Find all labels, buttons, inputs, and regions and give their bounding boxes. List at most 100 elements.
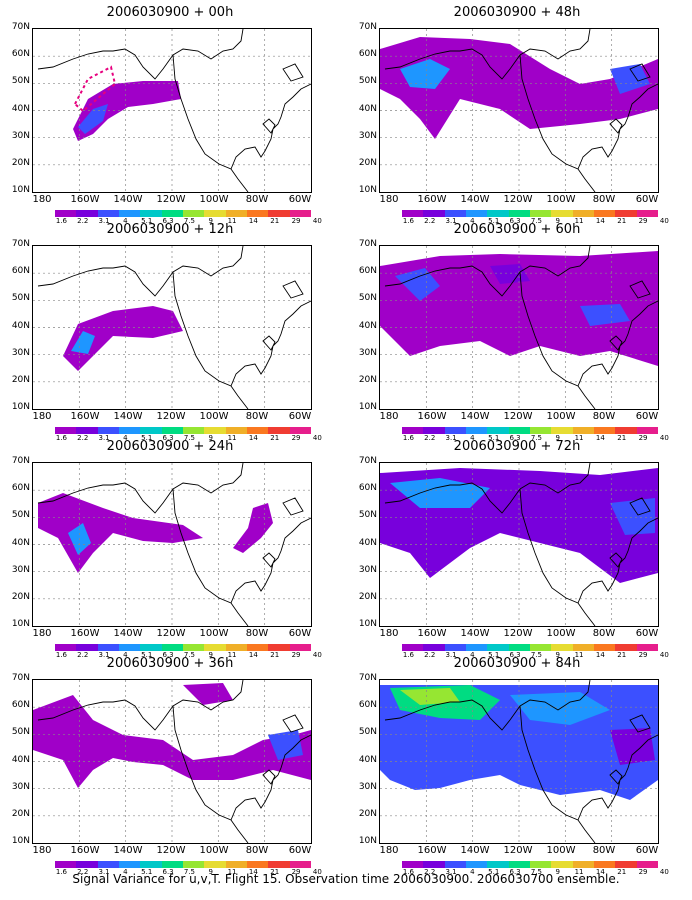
latitude-label: 60N: [11, 483, 30, 494]
longitude-label: 100W: [546, 845, 576, 856]
latitude-label: 30N: [11, 781, 30, 792]
colorbar-label: 29: [638, 651, 648, 659]
colorbar-label: 9: [208, 868, 213, 876]
colorbar-swatch: [615, 644, 637, 651]
latitude-label: 70N: [11, 456, 30, 466]
colorbar-swatch: [182, 644, 205, 651]
longitude-label: 100W: [199, 411, 229, 422]
colorbar: [55, 210, 311, 217]
colorbar-swatch: [444, 644, 466, 651]
map-panel: 2006030900 + 36h 70N 60N 50N 40N 30N 20N 10N 180…: [0, 656, 340, 876]
map-area: [379, 462, 659, 627]
latitude-label: 20N: [358, 591, 377, 602]
longitude-label: 160W: [417, 194, 447, 205]
latitude-label: 50N: [11, 76, 30, 87]
colorbar-swatch: [289, 210, 311, 217]
latitude-label: 30N: [358, 564, 377, 575]
colorbar-label: 2.2: [424, 868, 436, 876]
colorbar-swatch: [551, 210, 573, 217]
longitude-label: 180: [32, 194, 52, 205]
colorbar: [402, 861, 658, 868]
colorbar-label: 40: [312, 651, 322, 659]
latitude-label: 30N: [11, 564, 30, 575]
colorbar-label: 6.3: [509, 434, 521, 442]
variance-contour: [610, 498, 655, 535]
colorbar-label: 1.6: [402, 651, 414, 659]
longitude-label: 100W: [546, 628, 576, 639]
latitude-label: 50N: [11, 510, 30, 521]
colorbar-label: 9: [555, 217, 560, 225]
variance-contour: [183, 683, 233, 705]
colorbar-label: 21: [270, 651, 280, 659]
coastline: [37, 680, 311, 843]
colorbar-swatch: [572, 861, 594, 868]
latitude-label: 50N: [11, 293, 30, 304]
longitude-label: 180: [379, 845, 399, 856]
colorbar-label: 29: [291, 217, 301, 225]
longitude-label: 140W: [460, 845, 490, 856]
colorbar-swatch: [423, 861, 445, 868]
map-area: [379, 28, 659, 193]
variance-contour: [610, 728, 655, 765]
panel-title: 2006030900 + 48h: [453, 5, 581, 20]
colorbar-swatch: [465, 427, 488, 434]
colorbar-label: 5.1: [488, 434, 500, 442]
colorbar-label: 7.5: [183, 217, 195, 225]
latitude-label: 60N: [358, 483, 377, 494]
latitude-label: 70N: [11, 22, 30, 32]
longitude-label: 60W: [635, 194, 659, 205]
map-panel: 2006030900 + 60h 70N 60N 50N 40N 30N 20N 10N 180…: [347, 222, 687, 442]
latitude-label: 10N: [11, 619, 30, 629]
longitude-label: 100W: [199, 628, 229, 639]
longitude-label: 100W: [546, 194, 576, 205]
longitude-label: 160W: [417, 628, 447, 639]
colorbar-swatch: [140, 644, 162, 651]
colorbar-swatch: [268, 861, 290, 868]
colorbar-label: 21: [617, 217, 627, 225]
map-area: [32, 245, 312, 410]
latitude-label: 70N: [358, 456, 377, 466]
panel-title: 2006030900 + 36h: [106, 656, 234, 671]
variance-contour: [390, 478, 490, 508]
colorbar-label: 11: [227, 868, 237, 876]
colorbar-label: 2.2: [77, 217, 89, 225]
colorbar-swatch: [118, 210, 141, 217]
colorbar-swatch: [97, 210, 119, 217]
longitude-label: 120W: [503, 845, 533, 856]
latitude-label: 30N: [11, 347, 30, 358]
colorbar-label: 5.1: [141, 434, 153, 442]
latitude-label: 40N: [11, 537, 30, 548]
latitude-label: 70N: [358, 673, 377, 683]
colorbar-label: 21: [617, 868, 627, 876]
latitude-label: 70N: [358, 239, 377, 249]
latitude-label: 20N: [11, 157, 30, 168]
colorbar-swatch: [529, 861, 552, 868]
colorbar-label: 21: [270, 217, 280, 225]
variance-contour: [233, 503, 273, 553]
colorbar-swatch: [402, 644, 424, 651]
longitude-label: 160W: [70, 628, 100, 639]
latitude-label: 50N: [358, 727, 377, 738]
colorbar-swatch: [593, 861, 616, 868]
latitude-label: 70N: [358, 22, 377, 32]
colorbar-label: 9: [208, 217, 213, 225]
coastline: [384, 463, 658, 626]
colorbar-swatch: [76, 861, 98, 868]
colorbar-swatch: [551, 861, 573, 868]
colorbar-swatch: [487, 644, 509, 651]
colorbar-label: 14: [595, 217, 605, 225]
latitude-label: 40N: [11, 754, 30, 765]
colorbar-label: 4: [470, 868, 475, 876]
latitude-label: 50N: [358, 293, 377, 304]
colorbar-swatch: [615, 210, 637, 217]
colorbar-label: 11: [574, 868, 584, 876]
longitude-label: 140W: [460, 194, 490, 205]
colorbar-swatch: [615, 427, 637, 434]
latitude-label: 10N: [11, 836, 30, 846]
colorbar-label: 14: [595, 434, 605, 442]
colorbar-label: 4: [470, 434, 475, 442]
colorbar-label: 2.2: [424, 651, 436, 659]
colorbar-swatch: [593, 427, 616, 434]
colorbar-swatch: [289, 427, 311, 434]
latitude-label: 60N: [11, 700, 30, 711]
